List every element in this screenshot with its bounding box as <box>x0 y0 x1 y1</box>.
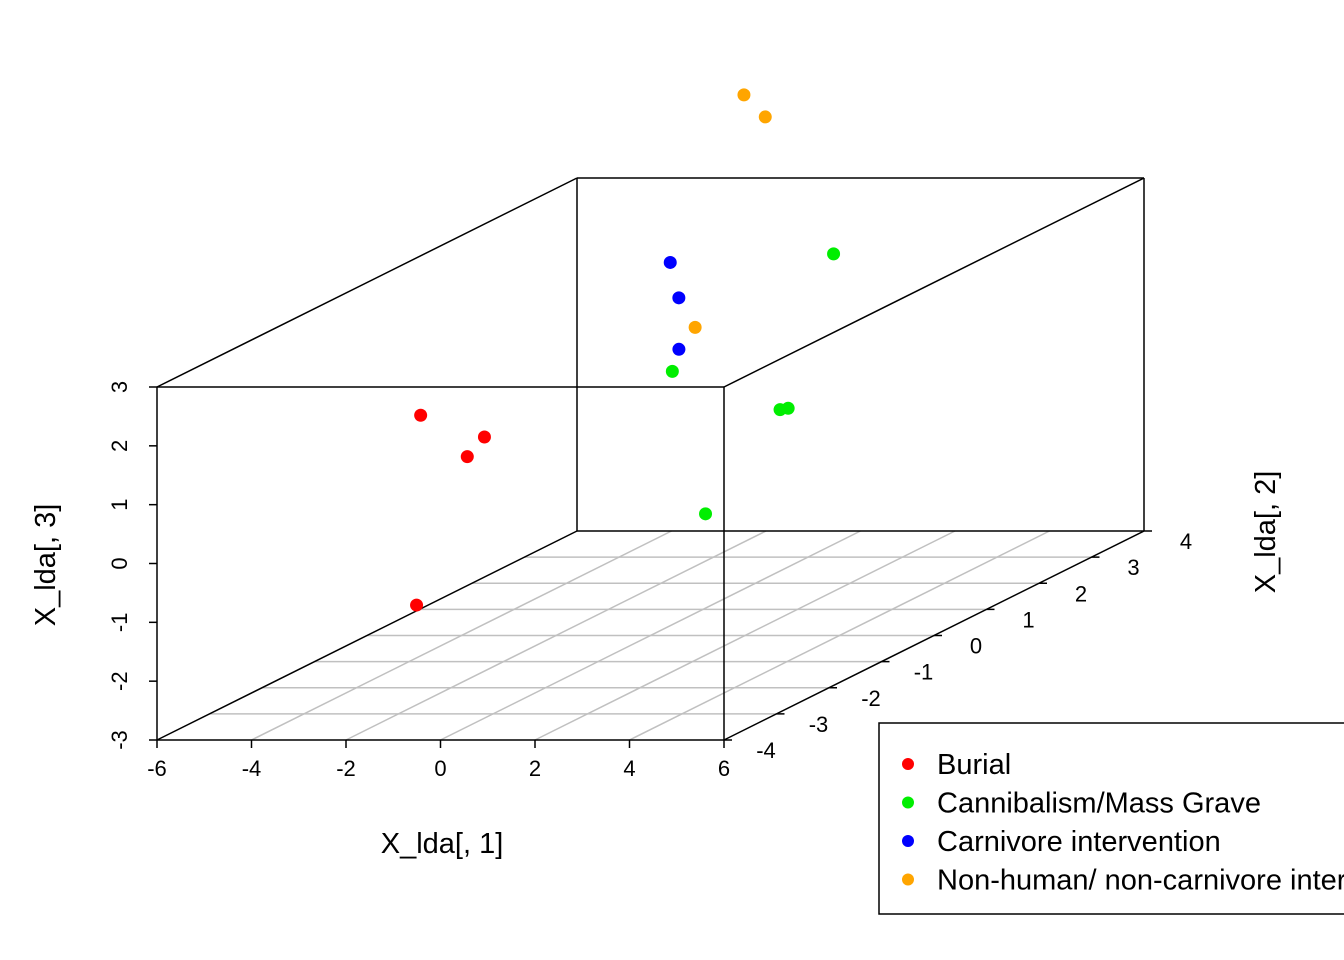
x-tick-label: -6 <box>147 756 167 781</box>
z-axis-label: X_lda[, 3] <box>30 504 62 627</box>
x-tick-label: -4 <box>242 756 262 781</box>
axes: -6 -4 -2 0 2 4 6 -4 -3 -2 -1 0 1 2 3 4 -3 -2 -1 0 1 2 3 <box>107 381 1192 781</box>
x-tick-label: -2 <box>336 756 356 781</box>
z-tick-label: 1 <box>107 499 132 511</box>
data-point <box>827 247 841 261</box>
data-point <box>758 110 772 124</box>
floor-grid <box>209 530 1092 741</box>
y-tick-label: 0 <box>970 634 982 659</box>
data-point <box>699 507 713 521</box>
data-point <box>663 255 677 269</box>
x-tick-label: 6 <box>718 756 730 781</box>
data-point <box>477 430 491 444</box>
legend-label: Carnivore intervention <box>937 826 1221 858</box>
z-tick-label: 0 <box>107 557 132 569</box>
data-point <box>773 403 787 417</box>
plot-box <box>156 177 1145 741</box>
y-tick-label: -2 <box>861 686 881 711</box>
x-axis-label: X_lda[, 1] <box>381 828 504 860</box>
legend-marker <box>902 796 914 809</box>
y-tick-label: 1 <box>1022 607 1034 632</box>
legend-items: Burial Cannibalism/Mass Grave Carnivore in… <box>902 749 1344 897</box>
z-tick-label: 3 <box>107 381 132 393</box>
y-tick-label: -3 <box>809 712 829 737</box>
data-point <box>460 450 474 464</box>
legend-label: Cannibalism/Mass Grave <box>937 788 1261 820</box>
legend-marker <box>902 758 914 770</box>
legend-marker <box>902 873 914 886</box>
x-tick-label: 0 <box>434 756 446 781</box>
y-tick-label: 4 <box>1180 529 1192 554</box>
box-edge <box>156 530 578 741</box>
legend-label: Non-human/ non-carnivore intervention <box>937 865 1344 897</box>
data-point <box>410 598 424 612</box>
x-tick-label: 4 <box>623 756 635 781</box>
legend-box <box>878 722 1344 915</box>
y-tick-label: 3 <box>1127 555 1139 580</box>
z-tick-label: -3 <box>107 730 132 750</box>
data-point <box>672 342 686 356</box>
y-tick-label: 2 <box>1075 581 1087 606</box>
data-point <box>414 408 428 422</box>
x-tick-label: 2 <box>529 756 541 781</box>
box-edge <box>723 177 1145 388</box>
box-edge <box>156 177 578 388</box>
legend-label: Burial <box>937 749 1011 781</box>
z-tick-label: 2 <box>107 440 132 452</box>
y-tick-label: -1 <box>914 660 934 685</box>
data-point <box>672 291 686 305</box>
legend-marker <box>902 835 914 847</box>
z-tick-label: -1 <box>107 613 132 633</box>
data-points <box>410 88 841 612</box>
data-point <box>688 320 702 334</box>
z-tick-label: -2 <box>107 671 132 691</box>
y-axis-label: X_lda[, 2] <box>1250 471 1282 594</box>
y-tick-label: -4 <box>756 738 776 763</box>
data-point <box>665 364 679 378</box>
data-point <box>737 88 751 102</box>
legend: Burial Cannibalism/Mass Grave Carnivore in… <box>878 722 1344 915</box>
